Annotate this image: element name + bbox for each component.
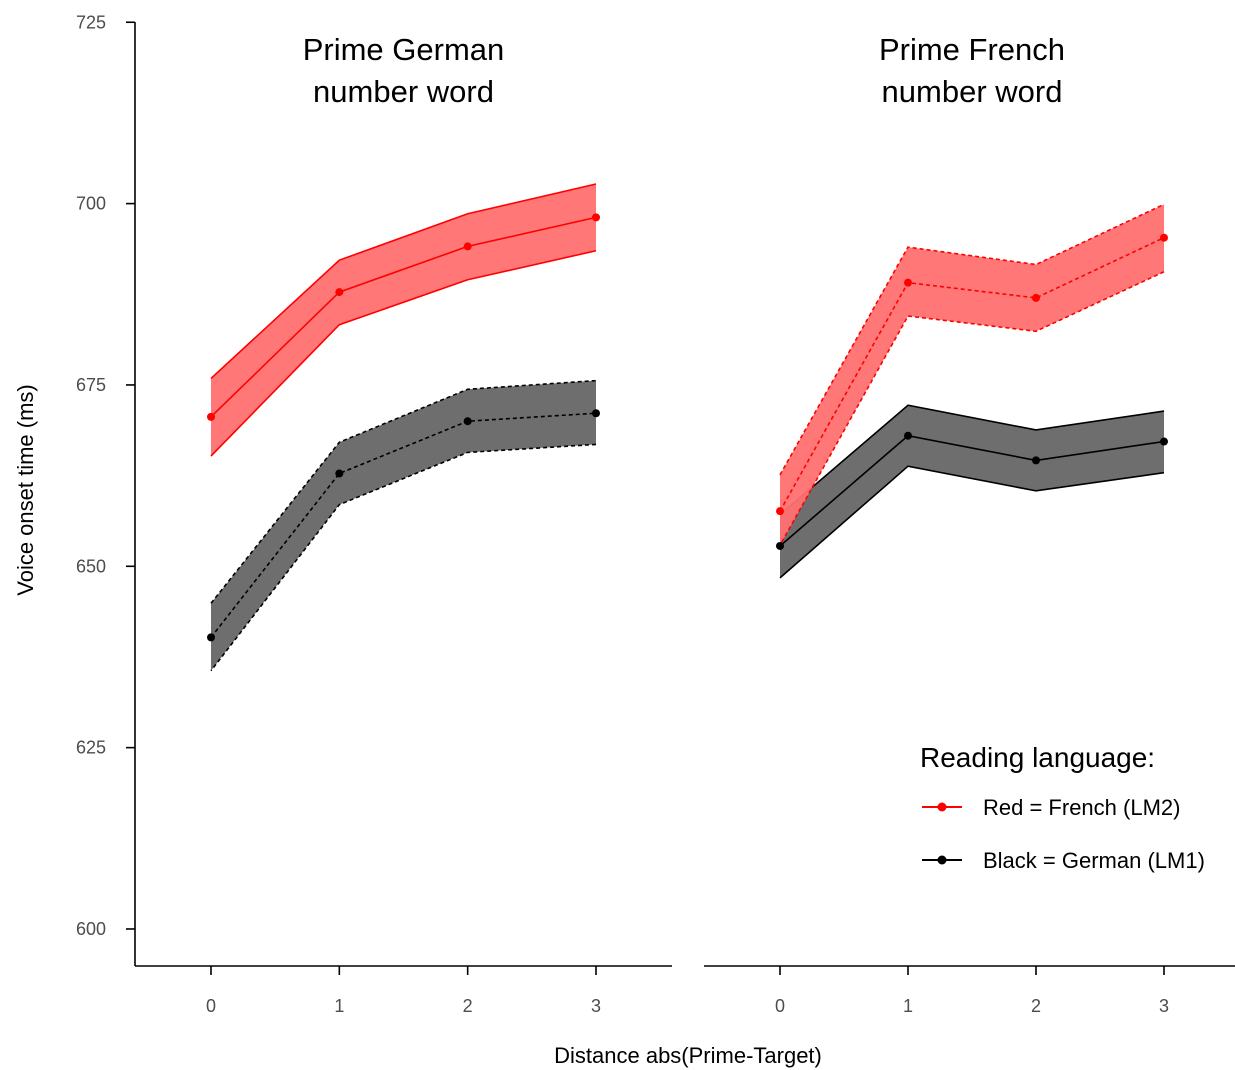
y-tick-label: 600 <box>76 919 106 939</box>
panel-title: Prime German <box>303 32 505 67</box>
data-point <box>463 417 472 426</box>
legend-label: Red = French (LM2) <box>983 795 1180 820</box>
series-line <box>779 434 1165 547</box>
x-tick-label: 1 <box>903 996 913 1016</box>
data-point <box>776 541 784 550</box>
data-point <box>776 507 784 516</box>
panel-title: Prime French <box>879 32 1065 67</box>
x-tick-label: 3 <box>1159 996 1169 1016</box>
band-lower-edge <box>779 465 1165 579</box>
confidence-band <box>780 405 1164 578</box>
legend-label: Black = German (LM1) <box>983 848 1205 873</box>
confidence-band <box>780 204 1164 546</box>
series-line <box>210 216 597 418</box>
panel-subtitle: number word <box>882 74 1063 109</box>
x-tick-label: 2 <box>463 996 473 1016</box>
confidence-band <box>211 184 596 457</box>
y-axis-title: Voice onset time (ms) <box>13 384 38 596</box>
data-point <box>207 633 215 642</box>
x-tick-label: 0 <box>775 996 785 1016</box>
y-tick-label: 675 <box>76 375 106 395</box>
data-point <box>1160 233 1168 242</box>
x-tick-label: 1 <box>334 996 344 1016</box>
y-tick-label: 700 <box>76 194 106 214</box>
data-point <box>1032 456 1040 465</box>
band-lower-edge <box>210 249 597 457</box>
band-upper-edge <box>210 379 597 604</box>
y-tick-label: 650 <box>76 556 106 576</box>
data-point <box>592 213 600 222</box>
data-point <box>1160 437 1168 446</box>
confidence-band <box>211 380 596 671</box>
x-tick-label: 2 <box>1031 996 1041 1016</box>
band-upper-edge <box>779 404 1165 516</box>
data-point <box>1032 293 1040 302</box>
data-point <box>592 409 600 418</box>
legend-marker <box>937 855 947 865</box>
x-tick-label: 3 <box>591 996 601 1016</box>
x-axis-title: Distance abs(Prime-Target) <box>554 1043 822 1068</box>
data-point <box>335 288 344 297</box>
band-lower-edge <box>210 443 597 672</box>
panel-subtitle: number word <box>313 74 494 109</box>
data-point <box>904 278 912 287</box>
band-lower-edge <box>779 271 1165 546</box>
band-upper-edge <box>779 203 1165 476</box>
x-tick-label: 0 <box>206 996 216 1016</box>
data-point <box>904 431 912 440</box>
y-tick-label: 625 <box>76 738 106 758</box>
legend-marker <box>937 802 947 812</box>
data-point <box>207 412 215 421</box>
data-point <box>335 469 344 478</box>
band-upper-edge <box>210 183 597 380</box>
data-point <box>463 242 472 251</box>
y-tick-label: 725 <box>76 12 106 32</box>
legend-title: Reading language: <box>920 742 1155 773</box>
